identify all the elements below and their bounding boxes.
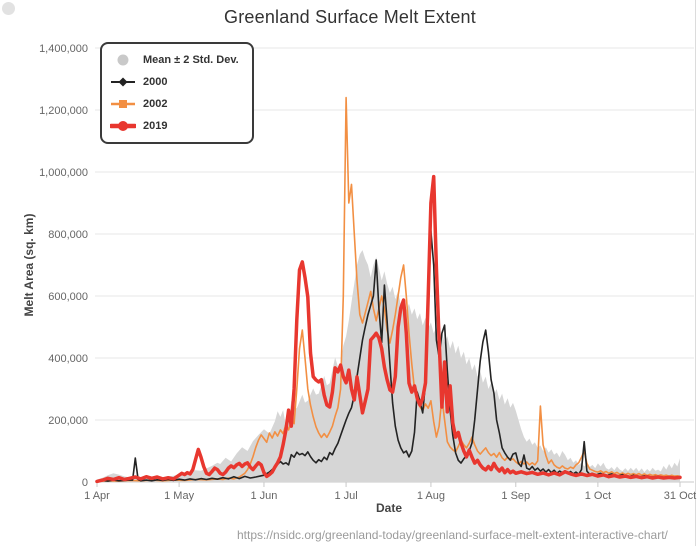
line-diamond-marker-icon [111, 77, 135, 87]
y-tick-label: 1,200,000 [39, 105, 88, 117]
band-mean-2std [97, 250, 680, 482]
legend-label-2000: 2000 [143, 76, 168, 88]
line-square-marker-icon [111, 100, 135, 108]
legend-label-mean: Mean ± 2 Std. Dev. [143, 54, 239, 66]
y-tick-label: 0 [82, 477, 88, 489]
x-tick-label: 1 Aug [417, 490, 445, 502]
legend-item-2002[interactable]: 2002 [110, 93, 239, 115]
x-tick-label: 1 Sep [501, 490, 530, 502]
right-edge-divider [695, 0, 696, 546]
melt-chart-plot[interactable]: 0 200,000 400,000 600,000 800,000 1,000,000 1,… [0, 0, 700, 522]
mean-band-marker-icon [117, 54, 129, 66]
x-tick-label: 1 May [164, 490, 194, 502]
y-axis-title: Melt Area (sq. km) [22, 213, 36, 317]
legend-item-2019[interactable]: 2019 [110, 115, 239, 137]
x-axis-title: Date [375, 501, 402, 515]
x-tick-label: 1 Jul [334, 490, 357, 502]
legend-label-2002: 2002 [143, 98, 168, 110]
y-tick-label: 600,000 [48, 291, 88, 303]
chart-title: Greenland Surface Melt Extent [224, 7, 476, 27]
x-tick-label: 1 Apr [84, 490, 110, 502]
y-tick-label: 400,000 [48, 353, 88, 365]
series-line-2002[interactable] [96, 96, 681, 483]
legend-item-mean-band[interactable]: Mean ± 2 Std. Dev. [110, 49, 239, 71]
thick-line-circle-marker-icon [110, 121, 136, 131]
y-tick-label: 200,000 [48, 415, 88, 427]
source-url-caption: https://nsidc.org/greenland-today/greenl… [237, 528, 668, 542]
legend-label-2019: 2019 [143, 120, 168, 132]
series-line-2019[interactable] [95, 174, 682, 484]
x-tick-label: 31 Oct [664, 490, 696, 502]
x-tick-label: 1 Jun [251, 490, 278, 502]
y-tick-label: 1,400,000 [39, 43, 88, 55]
chart-legend: Mean ± 2 Std. Dev. 2000 2002 2019 [100, 42, 254, 144]
window-artifact-dot-icon [2, 2, 15, 15]
y-tick-label: 800,000 [48, 229, 88, 241]
y-tick-label: 1,000,000 [39, 167, 88, 179]
legend-item-2000[interactable]: 2000 [110, 71, 239, 93]
x-tick-label: 1 Oct [585, 490, 611, 502]
